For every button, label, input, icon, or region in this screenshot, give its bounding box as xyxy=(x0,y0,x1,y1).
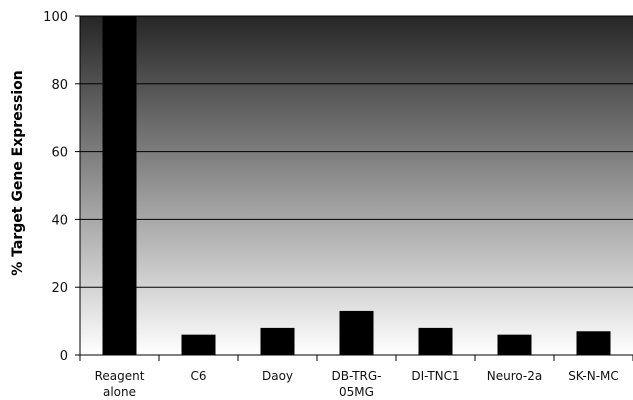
x-ticks xyxy=(79,355,633,361)
y-tick-label: 80 xyxy=(51,78,68,93)
bars xyxy=(102,16,611,355)
x-tick-label: DB-TRG- xyxy=(332,369,382,383)
y-ticks: 0 20 40 60 80 100 xyxy=(43,10,80,364)
y-tick-label: 60 xyxy=(51,146,68,161)
bar xyxy=(181,334,216,355)
bar xyxy=(260,327,295,355)
x-tick-label: alone xyxy=(103,385,136,399)
x-tick-label: Daoy xyxy=(262,369,293,383)
bar xyxy=(418,327,453,355)
x-tick-label: Neuro-2a xyxy=(487,369,543,383)
plot-area xyxy=(80,16,633,355)
y-tick-label: 100 xyxy=(43,10,68,25)
bar xyxy=(339,310,374,355)
y-tick-label: 20 xyxy=(51,281,68,296)
x-tick-label: C6 xyxy=(190,369,206,383)
x-tick-label: DI-TNC1 xyxy=(411,369,459,383)
x-tick-label: Reagent xyxy=(95,369,145,383)
axes xyxy=(79,16,633,356)
x-tick-label: SK-N-MC xyxy=(568,369,619,383)
bar xyxy=(497,334,532,355)
bar xyxy=(102,16,137,355)
y-tick-label: 40 xyxy=(51,213,68,228)
x-tick-label: 05MG xyxy=(339,385,374,399)
y-tick-label: 0 xyxy=(60,349,68,364)
y-axis-title: % Target Gene Expression xyxy=(10,70,26,275)
bar xyxy=(576,331,611,355)
x-tick-labels: Reagent alone C6 Daoy DB-TRG- 05MG DI-TNC1 Neur… xyxy=(95,369,619,399)
gridlines xyxy=(80,15,633,288)
